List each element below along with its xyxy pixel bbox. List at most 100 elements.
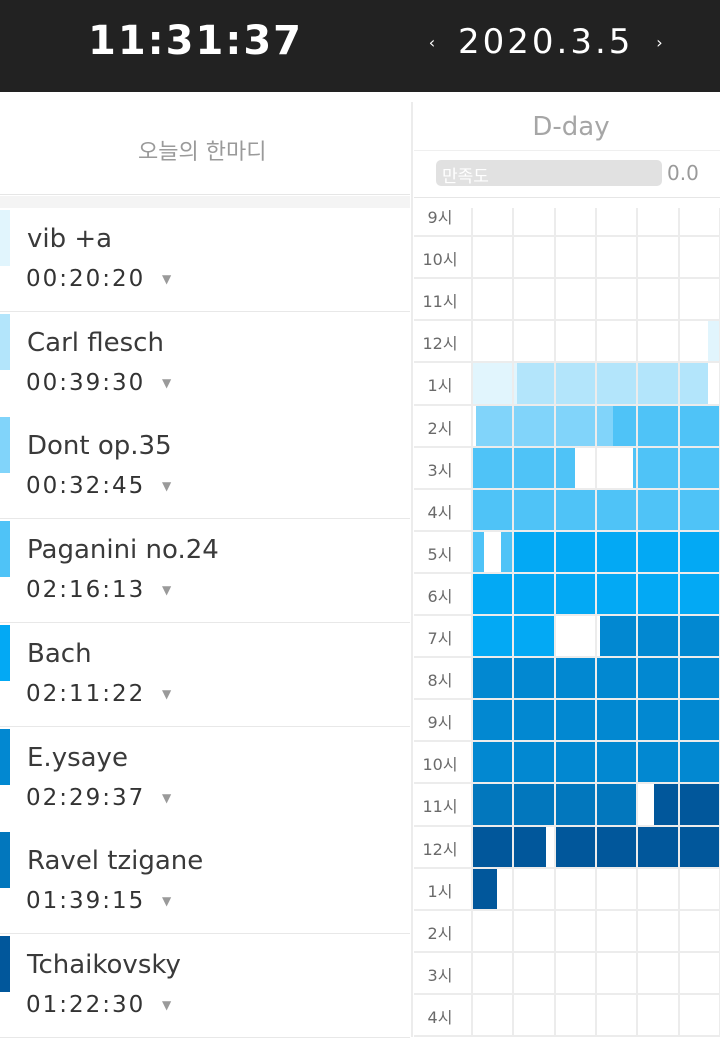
satisfaction-bar[interactable]: 만족도 xyxy=(436,160,662,187)
hour-label: 9시 xyxy=(427,208,453,227)
caret-down-icon[interactable]: ▼ xyxy=(162,894,172,909)
hour-label: 1시 xyxy=(427,376,453,396)
time-block[interactable] xyxy=(517,362,634,405)
prev-date-icon[interactable]: ‹ xyxy=(428,32,436,52)
practice-time: 02:29:37 xyxy=(26,784,146,811)
clock: 11:31:37 xyxy=(88,18,303,64)
hour-gridline xyxy=(414,529,720,532)
time-block[interactable] xyxy=(472,530,485,573)
hour-gridline xyxy=(414,824,720,827)
time-block[interactable] xyxy=(472,362,518,405)
hour-gridline xyxy=(414,403,720,406)
color-swatch xyxy=(0,935,10,992)
hour-label: 12시 xyxy=(422,839,458,859)
caret-down-icon[interactable]: ▼ xyxy=(162,686,172,701)
hour-label: 2시 xyxy=(427,418,453,438)
color-swatch xyxy=(0,417,10,474)
hour-gridline xyxy=(414,235,720,238)
hour-label: 8시 xyxy=(427,671,453,691)
hour-gridline xyxy=(414,487,720,490)
dday-box[interactable]: D-day xyxy=(414,104,720,148)
hour-gridline xyxy=(414,319,720,322)
ten-minute-gridline xyxy=(512,208,515,1037)
hour-label: 11시 xyxy=(422,292,458,312)
practice-item[interactable]: Dont op.35 00:32:45 ▼ xyxy=(0,415,410,520)
hour-gridline xyxy=(414,782,720,785)
top-bar: 11:31:37 ‹ 2020.3.5 › xyxy=(0,0,720,92)
practice-name: Dont op.35 xyxy=(27,431,172,462)
time-block[interactable] xyxy=(612,404,720,447)
ten-minute-gridline xyxy=(471,208,473,1037)
hour-label: 9시 xyxy=(427,713,453,733)
practice-item[interactable]: Carl flesch 00:39:30 ▼ xyxy=(0,311,410,416)
hour-gridline xyxy=(414,1035,720,1037)
practice-name: Bach xyxy=(27,638,92,669)
time-block[interactable] xyxy=(600,615,720,658)
practice-time: 01:22:30 xyxy=(26,991,146,1018)
practice-item[interactable]: vib +a 00:20:20 ▼ xyxy=(0,208,410,312)
hour-gridline xyxy=(414,361,720,364)
section-gap xyxy=(0,196,410,208)
hour-label: 4시 xyxy=(427,1007,453,1027)
hour-gridline xyxy=(414,950,720,953)
time-block[interactable] xyxy=(567,404,613,447)
practice-item[interactable]: Tchaikovsky 01:22:30 ▼ xyxy=(0,933,410,1038)
caret-down-icon[interactable]: ▼ xyxy=(162,479,172,494)
hour-gridline xyxy=(414,908,720,911)
hour-label: 2시 xyxy=(427,923,453,943)
time-block[interactable] xyxy=(707,320,720,363)
caret-down-icon[interactable]: ▼ xyxy=(162,272,172,286)
practice-time: 02:16:13 xyxy=(26,577,146,604)
practice-time: 02:11:22 xyxy=(26,680,146,707)
practice-item[interactable]: Paganini no.24 02:16:13 ▼ xyxy=(0,519,410,624)
caret-down-icon[interactable]: ▼ xyxy=(162,997,172,1012)
next-date-icon[interactable]: › xyxy=(656,32,663,52)
time-block[interactable] xyxy=(472,867,497,910)
daily-message-label: 오늘의 한마디 xyxy=(138,140,267,165)
color-swatch xyxy=(0,624,10,681)
daily-message-box[interactable]: 오늘의 한마디 xyxy=(0,104,410,195)
practice-time: 01:39:15 xyxy=(26,888,146,915)
practice-name: E.ysaye xyxy=(27,742,128,773)
hour-label: 1시 xyxy=(427,881,453,901)
time-block[interactable] xyxy=(653,783,720,826)
hour-label: 11시 xyxy=(422,797,458,817)
ten-minute-gridline xyxy=(595,208,597,1037)
hour-gridline xyxy=(414,571,720,574)
hour-label: 3시 xyxy=(427,965,453,985)
hour-label: 6시 xyxy=(427,586,453,606)
color-swatch xyxy=(0,521,10,578)
time-block[interactable] xyxy=(500,530,514,573)
ten-minute-gridline xyxy=(636,208,639,1037)
practice-time: 00:39:30 xyxy=(26,369,146,396)
color-swatch xyxy=(0,728,10,785)
caret-down-icon[interactable]: ▼ xyxy=(162,375,172,390)
practice-name: Tchaikovsky xyxy=(27,949,181,980)
timeline-grid: 9시 10시 11시 12시 1시 2시 3시 4시 5시 6시 7시 8시 9시 10시 11시 12시 1시… xyxy=(414,208,720,1037)
practice-item[interactable]: Ravel tzigane 01:39:15 ▼ xyxy=(0,830,410,935)
color-swatch xyxy=(0,832,10,889)
hour-gridline xyxy=(414,740,720,743)
time-block[interactable] xyxy=(633,446,720,489)
caret-down-icon[interactable]: ▼ xyxy=(162,790,172,805)
practice-item[interactable]: Bach 02:11:22 ▼ xyxy=(0,622,410,727)
hour-label: 3시 xyxy=(427,460,453,480)
practice-name: Ravel tzigane xyxy=(27,846,204,877)
time-block[interactable] xyxy=(513,530,720,573)
hour-gridline xyxy=(414,866,720,869)
time-block[interactable] xyxy=(633,362,708,405)
hour-label: 4시 xyxy=(427,502,453,522)
current-date[interactable]: 2020.3.5 xyxy=(458,22,634,62)
time-block[interactable] xyxy=(472,825,547,868)
color-swatch xyxy=(0,313,10,370)
time-block[interactable] xyxy=(476,404,568,447)
caret-down-icon[interactable]: ▼ xyxy=(162,583,172,598)
ten-minute-gridline xyxy=(553,208,556,1037)
satisfaction-value: 0.0 xyxy=(667,161,699,185)
ten-minute-gridline xyxy=(677,208,680,1037)
practice-time: 00:32:45 xyxy=(26,473,146,500)
hour-label: 10시 xyxy=(422,250,458,270)
time-block[interactable] xyxy=(472,446,576,489)
hour-gridline xyxy=(414,445,720,448)
practice-item[interactable]: E.ysaye 02:29:37 ▼ xyxy=(0,726,410,831)
